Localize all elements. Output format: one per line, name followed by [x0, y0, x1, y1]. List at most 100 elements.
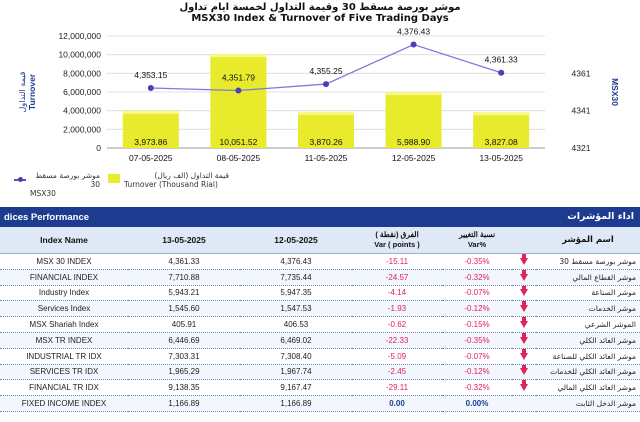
trend-cell [512, 395, 536, 412]
arrow-down-icon [520, 316, 528, 329]
performance-table: Index Name 13-05-2025 12-05-2025 الفرق (نقط… [0, 227, 640, 412]
var-points: -15.11 [352, 253, 442, 270]
column-header: 12-05-2025 [240, 227, 352, 254]
index-name-ar: موشر القطاع المالي [536, 269, 640, 286]
arrow-down-icon [520, 364, 528, 376]
var-percent: 0.00% [442, 395, 512, 412]
trend-cell [512, 285, 536, 302]
arrow-down-icon [520, 253, 528, 265]
value-previous: 7,308.40 [240, 348, 352, 365]
legend-bar-swatch [108, 174, 120, 183]
var-percent: -0.35% [442, 332, 512, 349]
trend-cell [512, 269, 536, 286]
legend-turnover-en: Turnover (Thousand Rial) [124, 180, 218, 189]
trend-cell [512, 316, 536, 333]
value-current: 4,361.33 [128, 253, 240, 270]
column-header: الفرق (نقطة ) Var ( points ) [352, 227, 442, 254]
index-name: Industry Index [0, 285, 128, 302]
index-value-label: 4,351.79 [222, 73, 255, 83]
var-percent: -0.07% [442, 348, 512, 365]
chart-title-arabic: موشر بورصة مسقط 30 وقيمة التداول لخمسة ا… [179, 2, 461, 13]
y-tick-label: 12,000,000 [58, 31, 101, 41]
y-tick-label: 4,000,000 [63, 106, 101, 116]
index-name: FIXED INCOME INDEX [0, 395, 128, 412]
x-tick-label: 13-05-2025 [479, 153, 523, 163]
y-axis-label-ar: قيمة التداول [18, 71, 27, 112]
value-current: 1,166.89 [128, 395, 240, 412]
index-name: FINANCIAL TR IDX [0, 379, 128, 397]
chart-title: MSX30 Index & Turnover of Five Trading D… [191, 13, 449, 24]
var-percent: -0.15% [442, 316, 512, 333]
bar-highlight [210, 54, 267, 58]
var-percent: -0.32% [442, 269, 512, 286]
y-tick-label: 2,000,000 [63, 124, 101, 134]
index-name-ar: الموشر الشرعي [536, 316, 640, 333]
table-header-row: Index Name 13-05-2025 12-05-2025 الفرق (نقط… [0, 227, 640, 254]
table-row: Services Index 1,545.60 1,547.53 -1.93 -0.12… [0, 300, 640, 318]
arrow-down-icon [520, 332, 528, 344]
table-body: MSX 30 INDEX 4,361.33 4,376.43 -15.11 -0.35%… [0, 253, 640, 412]
legend-msx30-en: MSX30 [30, 189, 56, 198]
index-point [235, 87, 242, 94]
bar-value-label: 3,827.08 [485, 137, 518, 147]
value-current: 9,138.35 [128, 379, 240, 397]
index-name-ar: موشر العائد الكلي [536, 332, 640, 349]
index-name-ar: موشر الصناعة [536, 285, 640, 302]
var-points: -22.33 [352, 332, 442, 349]
arrow-down-icon [520, 379, 528, 392]
value-previous: 1,547.53 [240, 300, 352, 318]
bar-value-label: 5,988.90 [397, 137, 430, 147]
chart-area: 0 2,000,000 4,000,000 6,000,000 8,000,000 10,… [0, 0, 640, 200]
table-row: FIXED INCOME INDEX 1,166.89 1,166.89 0.00 0.… [0, 395, 640, 412]
value-previous: 7,735.44 [240, 269, 352, 286]
bar [122, 110, 179, 148]
index-name: MSX TR INDEX [0, 332, 128, 349]
legend-line-marker [18, 177, 23, 182]
trend-cell [512, 253, 536, 270]
table-row: INDUSTRIAL TR IDX 7,303.31 7,308.40 -5.09 -0… [0, 348, 640, 365]
value-previous: 1,967.74 [240, 364, 352, 381]
y2-tick-label: 4361 [572, 68, 591, 78]
bar-value-label: 10,051.52 [219, 137, 257, 147]
bar [210, 54, 267, 148]
x-tick-label: 11-05-2025 [305, 153, 348, 163]
bar [385, 92, 442, 148]
table-row: MSX TR INDEX 6,446.69 6,469.02 -22.33 -0.35%… [0, 332, 640, 349]
legend-turnover-ar: قيمة التداول (الف ريال) [154, 171, 229, 180]
column-header: Index Name [0, 227, 128, 254]
x-tick-label: 12-05-2025 [392, 153, 436, 163]
x-tick-label: 07-05-2025 [129, 153, 173, 163]
trend-cell [512, 364, 536, 381]
index-name-ar: موشر العائد الكلي المالي [536, 379, 640, 397]
var-points: -2.45 [352, 364, 442, 381]
value-previous: 1,166.89 [240, 395, 352, 412]
value-previous: 5,947.35 [240, 285, 352, 302]
bar-highlight [385, 92, 442, 96]
value-current: 1,965.29 [128, 364, 240, 381]
value-previous: 406.53 [240, 316, 352, 333]
bar-highlight [122, 110, 179, 114]
table-row: MSX 30 INDEX 4,361.33 4,376.43 -15.11 -0.35%… [0, 253, 640, 270]
index-value-label: 4,353.15 [134, 70, 167, 80]
table-row: Industry Index 5,943.21 5,947.35 -4.14 -0.07… [0, 285, 640, 302]
arrow-down-icon [520, 348, 528, 360]
var-points: -0.62 [352, 316, 442, 333]
index-name-ar: موشر الخدمات [536, 300, 640, 318]
column-header: 13-05-2025 [128, 227, 240, 254]
performance-header-en: dices Performance [4, 212, 90, 223]
combo-chart: 0 2,000,000 4,000,000 6,000,000 8,000,000 10,… [18, 27, 620, 163]
y2-tick-label: 4341 [572, 106, 591, 116]
column-header: اسم المؤشر [536, 227, 640, 254]
index-value-label: 4,361.33 [485, 55, 518, 65]
trend-cell [512, 300, 536, 318]
index-value-label: 4,355.25 [309, 66, 342, 76]
var-points: -4.14 [352, 285, 442, 302]
performance-header: dices Performance اداء المؤشرات [0, 207, 640, 227]
y-axis-label: Turnover [27, 73, 37, 110]
bar-value-label: 3,870.26 [309, 137, 342, 147]
trend-cell [512, 379, 536, 397]
index-point [498, 69, 505, 76]
index-point [323, 81, 329, 88]
performance-header-ar: اداء المؤشرات [567, 211, 634, 222]
bar-value-label: 3,973.86 [134, 137, 167, 147]
